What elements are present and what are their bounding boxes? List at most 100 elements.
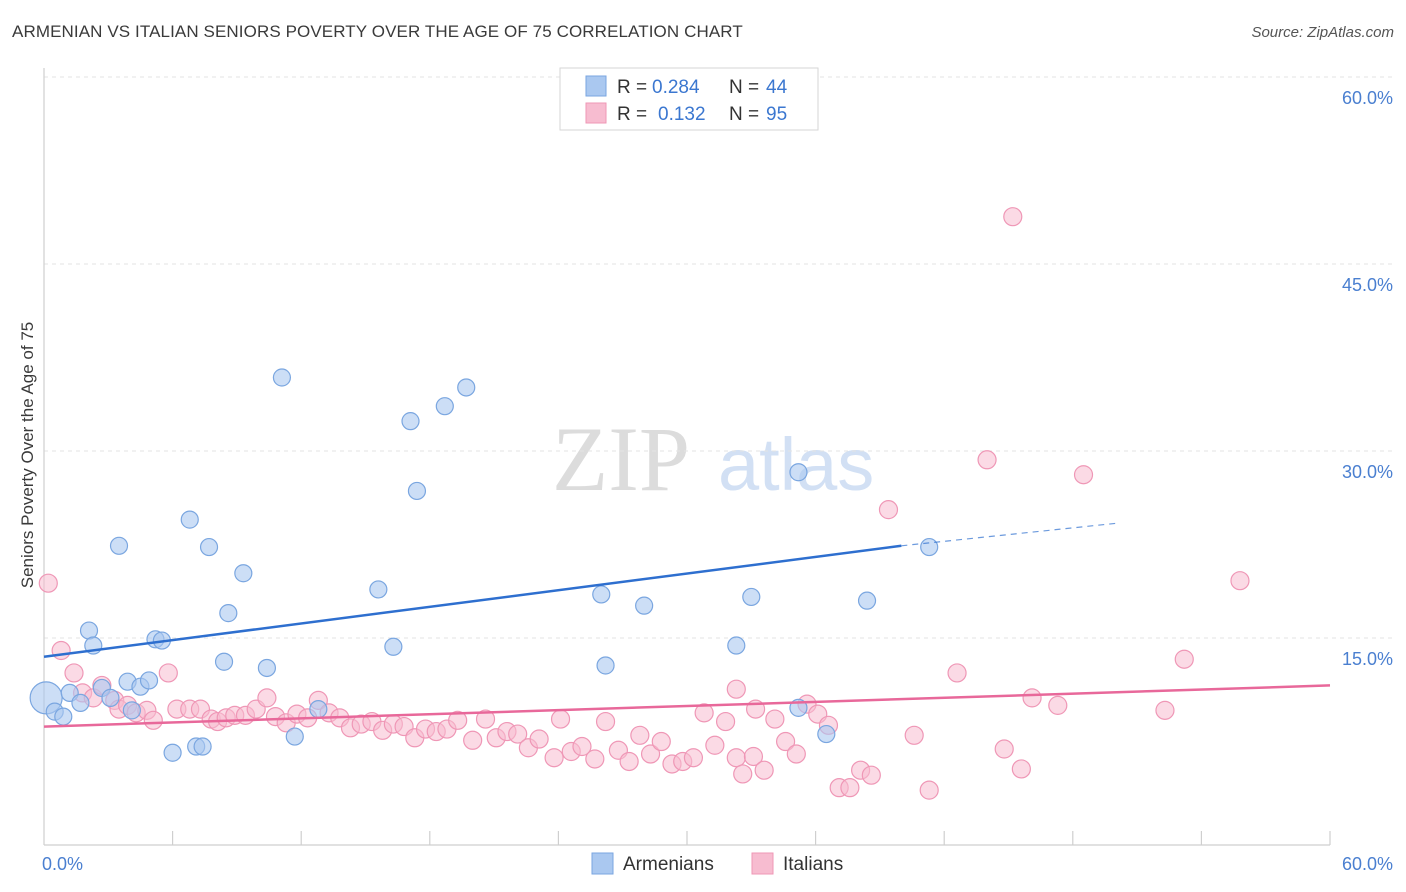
armenians-point-35 bbox=[596, 656, 615, 675]
gridlines bbox=[44, 76, 1393, 639]
armenians-point-31 bbox=[407, 481, 427, 501]
legend-r-label-armenians: R = bbox=[617, 77, 647, 98]
armenians-point-17 bbox=[180, 510, 199, 529]
trend-lines bbox=[43, 522, 1331, 728]
bottom-legend-swatch-armenians bbox=[591, 852, 614, 875]
italians-point-88 bbox=[1073, 465, 1094, 485]
armenians-point-25 bbox=[272, 368, 292, 387]
italians-point-52 bbox=[585, 749, 605, 769]
x-ticks bbox=[172, 831, 1331, 845]
italians-point-62 bbox=[694, 703, 714, 723]
armenians-point-43 bbox=[920, 537, 939, 557]
italians-point-55 bbox=[619, 751, 639, 772]
armenians-point-23 bbox=[234, 564, 253, 583]
legend-swatch-armenians bbox=[585, 75, 607, 97]
italians-point-58 bbox=[651, 731, 671, 752]
italians-point-85 bbox=[1011, 759, 1031, 779]
italians-point-90 bbox=[1174, 649, 1194, 669]
legend-n-label-armenians: N = bbox=[729, 77, 759, 98]
italians-point-11 bbox=[143, 710, 163, 730]
italians-point-48 bbox=[544, 748, 564, 768]
x-tick-label-max: 60.0% bbox=[1342, 854, 1393, 874]
bottom-legend: Armenians Italians bbox=[591, 852, 843, 875]
italians-point-93 bbox=[726, 679, 746, 699]
armenians-point-27 bbox=[309, 700, 328, 719]
legend-n-label-italians: N = bbox=[729, 104, 759, 125]
armenians-point-42 bbox=[857, 591, 877, 610]
armenians-point-36 bbox=[635, 596, 654, 615]
italians-point-66 bbox=[733, 764, 753, 784]
italians-point-76 bbox=[840, 778, 860, 798]
italians-point-1 bbox=[51, 640, 71, 661]
armenians-point-16 bbox=[163, 743, 182, 762]
italians-point-57 bbox=[640, 744, 661, 764]
italians-point-81 bbox=[919, 780, 939, 800]
armenians-point-5 bbox=[79, 621, 99, 640]
armenians-point-24 bbox=[257, 658, 277, 678]
armenians-point-33 bbox=[457, 378, 476, 397]
italians-point-70 bbox=[775, 731, 796, 752]
y-tick-label-30: 30.0% bbox=[1342, 462, 1393, 482]
italians-point-42 bbox=[475, 709, 496, 729]
italians-point-53 bbox=[595, 711, 616, 732]
armenians-point-34 bbox=[592, 585, 611, 604]
armenians-points bbox=[29, 368, 939, 762]
legend-r-label-italians: R = bbox=[617, 104, 647, 125]
armenians-point-19 bbox=[193, 737, 212, 756]
italians-point-89 bbox=[1155, 700, 1175, 720]
italians-point-22 bbox=[257, 688, 277, 708]
italians-point-47 bbox=[529, 729, 549, 749]
source-label: Source: ZipAtlas.com bbox=[1251, 24, 1394, 41]
armenians-point-39 bbox=[789, 463, 808, 482]
armenians-point-13 bbox=[139, 671, 159, 690]
x-tick-label-min: 0.0% bbox=[42, 854, 83, 874]
bottom-legend-label-italians: Italians bbox=[783, 854, 843, 875]
italians-point-0 bbox=[38, 573, 58, 593]
italians-trend-line bbox=[43, 684, 1331, 728]
italians-point-61 bbox=[683, 748, 704, 768]
armenians-trend-extension bbox=[901, 522, 1116, 547]
italians-point-2 bbox=[64, 663, 84, 683]
armenians-point-21 bbox=[214, 652, 234, 671]
italians-point-49 bbox=[550, 709, 571, 729]
italians-point-87 bbox=[1048, 695, 1068, 715]
italians-point-64 bbox=[715, 711, 736, 732]
armenians-point-32 bbox=[435, 397, 454, 416]
italians-point-80 bbox=[904, 725, 924, 745]
legend-swatch-italians bbox=[585, 102, 607, 124]
italians-point-45 bbox=[508, 724, 528, 744]
italians-point-12 bbox=[158, 663, 178, 683]
italians-point-41 bbox=[463, 730, 483, 750]
italians-point-92 bbox=[1003, 207, 1023, 227]
armenians-point-37 bbox=[727, 636, 746, 655]
armenians-point-2 bbox=[54, 707, 73, 726]
italians-point-83 bbox=[977, 450, 997, 470]
italians-point-65 bbox=[726, 748, 746, 768]
armenians-point-28 bbox=[369, 580, 388, 599]
armenians-point-26 bbox=[285, 727, 304, 746]
bottom-legend-swatch-italians bbox=[751, 852, 774, 875]
italians-point-84 bbox=[994, 739, 1014, 759]
armenians-point-4 bbox=[71, 693, 90, 712]
armenians-point-41 bbox=[817, 724, 836, 744]
italians-point-78 bbox=[861, 765, 881, 785]
italians-point-51 bbox=[572, 736, 592, 757]
italians-point-79 bbox=[878, 500, 899, 520]
legend-n-value-armenians: 44 bbox=[766, 77, 788, 98]
italians-point-56 bbox=[630, 725, 650, 745]
watermark: ZIP atlas bbox=[552, 408, 874, 510]
armenians-trend-line bbox=[43, 544, 902, 658]
italians-point-71 bbox=[786, 744, 806, 764]
y-tick-label-15: 15.0% bbox=[1342, 649, 1393, 669]
legend-r-value-italians: 0.132 bbox=[658, 104, 706, 125]
armenians-point-20 bbox=[199, 537, 219, 557]
italians-point-69 bbox=[765, 709, 785, 729]
y-tick-labels: 15.0% 30.0% 45.0% 60.0% bbox=[1342, 88, 1393, 669]
armenians-point-9 bbox=[109, 536, 129, 555]
legend: R = 0.284 N = 44 R = 0.132 N = 95 bbox=[559, 67, 819, 131]
y-tick-label-60: 60.0% bbox=[1342, 88, 1393, 108]
italians-point-91 bbox=[1230, 571, 1250, 591]
italians-point-68 bbox=[754, 760, 774, 780]
y-tick-label-45: 45.0% bbox=[1342, 275, 1393, 295]
